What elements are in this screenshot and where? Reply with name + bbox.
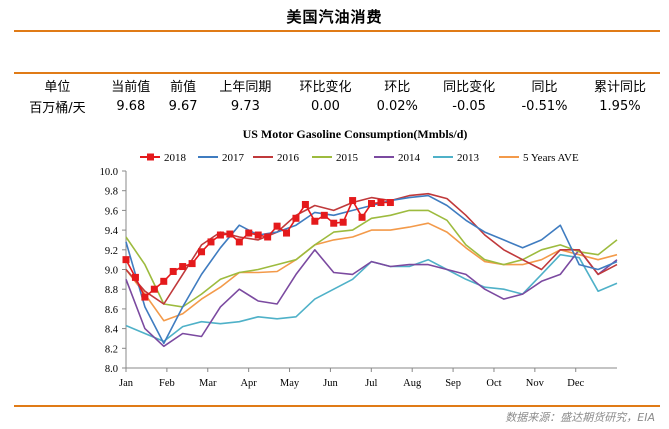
x-tick-label: Jul [365,378,377,389]
data-point-2018 [292,214,300,222]
top-divider [14,30,660,32]
data-point-2018 [377,199,385,207]
stats-header-cell: 环比变化 [299,80,352,95]
x-tick-label: Sep [445,378,461,389]
stats-header-cell: 同比 [531,80,558,95]
data-point-2018 [245,229,253,237]
legend-label: 5 Years AVE [523,152,579,164]
legend-marker [147,153,154,161]
y-tick-label: 8.8 [105,285,118,296]
legend-label: 2016 [277,152,300,164]
data-point-2018 [169,267,177,275]
y-tick-label: 10.0 [100,167,118,178]
series-line-5-years-ave [125,222,618,322]
y-tick-label: 8.0 [105,364,118,375]
data-point-2018 [131,273,139,281]
x-tick-label: Nov [526,378,545,389]
data-point-2018 [368,200,375,208]
stats-value-cell: -0.51% [521,99,568,114]
stats-value-cell: 百万桶/天 [29,101,86,116]
data-point-2018 [216,231,224,239]
stats-value-cell: 0.00 [310,99,340,114]
data-point-2018 [358,213,366,221]
source-note: 数据来源：盛达期货研究，EIA [505,411,655,424]
page-title: 美国汽油消费 [286,8,383,26]
y-tick-label: 9.2 [105,246,118,257]
y-tick-label: 9.8 [105,187,118,198]
legend-label: 2014 [398,152,421,164]
data-point-2018 [311,217,319,225]
stats-header-cell: 上年同期 [219,80,272,95]
stats-header-cell: 单位 [44,80,71,95]
data-point-2018 [264,233,272,241]
stats-value-cell: 9.68 [116,99,146,114]
x-tick-label: Jun [323,378,338,389]
data-point-2018 [254,231,262,239]
data-point-2018 [339,218,347,226]
data-point-2018 [330,219,338,227]
data-point-2018 [141,293,149,301]
stats-value-cell: 9.73 [230,99,260,114]
y-tick-label: 8.2 [105,344,118,355]
x-tick-label: Dec [567,378,584,389]
x-tick-label: Feb [159,378,175,389]
bottom-divider [14,405,660,407]
data-point-2018 [188,260,196,268]
data-point-2018 [386,199,394,207]
stats-header-cell: 环比 [384,80,411,95]
x-tick-label: Oct [486,378,501,389]
stats-value-row: 百万桶/天 9.68 9.67 9.73 0.00 0.02% -0.05 -0… [14,96,660,117]
legend-label: 2013 [457,152,480,164]
stats-value-cell: 1.95% [599,99,641,114]
x-tick-label: Aug [403,378,422,389]
data-point-2018 [283,229,291,237]
data-point-2018 [273,222,281,230]
stats-header-cell: 同比变化 [443,80,496,95]
y-tick-label: 8.4 [105,325,119,336]
x-tick-label: Mar [199,378,217,389]
y-tick-label: 8.6 [105,305,118,316]
stats-header-cell: 累计同比 [593,80,646,95]
data-point-2018 [150,285,158,293]
legend-label: 2018 [164,152,187,164]
data-point-2018 [179,263,187,271]
stats-value-cell: 0.02% [376,99,418,114]
mid-divider [14,72,660,74]
legend-label: 2015 [336,152,359,164]
series-line-2015 [125,209,618,308]
chart-title: US Motor Gasoline Consumption(Mmbls/d) [243,127,468,141]
data-point-2018 [122,256,130,264]
data-point-2018 [198,248,206,256]
data-point-2018 [235,238,243,246]
y-tick-label: 9.0 [105,266,118,277]
data-point-2018 [320,211,328,219]
data-point-2018 [160,277,168,285]
legend-label: 2017 [222,152,245,164]
data-point-2018 [301,200,309,208]
stats-header-cell: 当前值 [111,80,151,95]
data-point-2018 [226,230,234,238]
stats-header-row: 单位 当前值 前值 上年同期 环比变化 环比 同比变化 同比 累计同比 [14,75,660,96]
stats-value-cell: 9.67 [168,99,198,114]
data-point-2018 [349,197,357,205]
stats-table: 单位 当前值 前值 上年同期 环比变化 环比 同比变化 同比 累计同比 百万桶/… [14,75,660,117]
data-point-2018 [207,238,215,246]
x-tick-label: Apr [240,378,257,389]
stats-value-cell: -0.05 [452,99,486,114]
x-tick-label: Jan [119,378,134,389]
stats-header-cell: 前值 [170,80,197,95]
series-line-2014 [125,249,618,348]
y-tick-label: 9.6 [105,206,118,217]
x-tick-label: May [280,378,300,389]
y-tick-label: 9.4 [105,226,119,237]
